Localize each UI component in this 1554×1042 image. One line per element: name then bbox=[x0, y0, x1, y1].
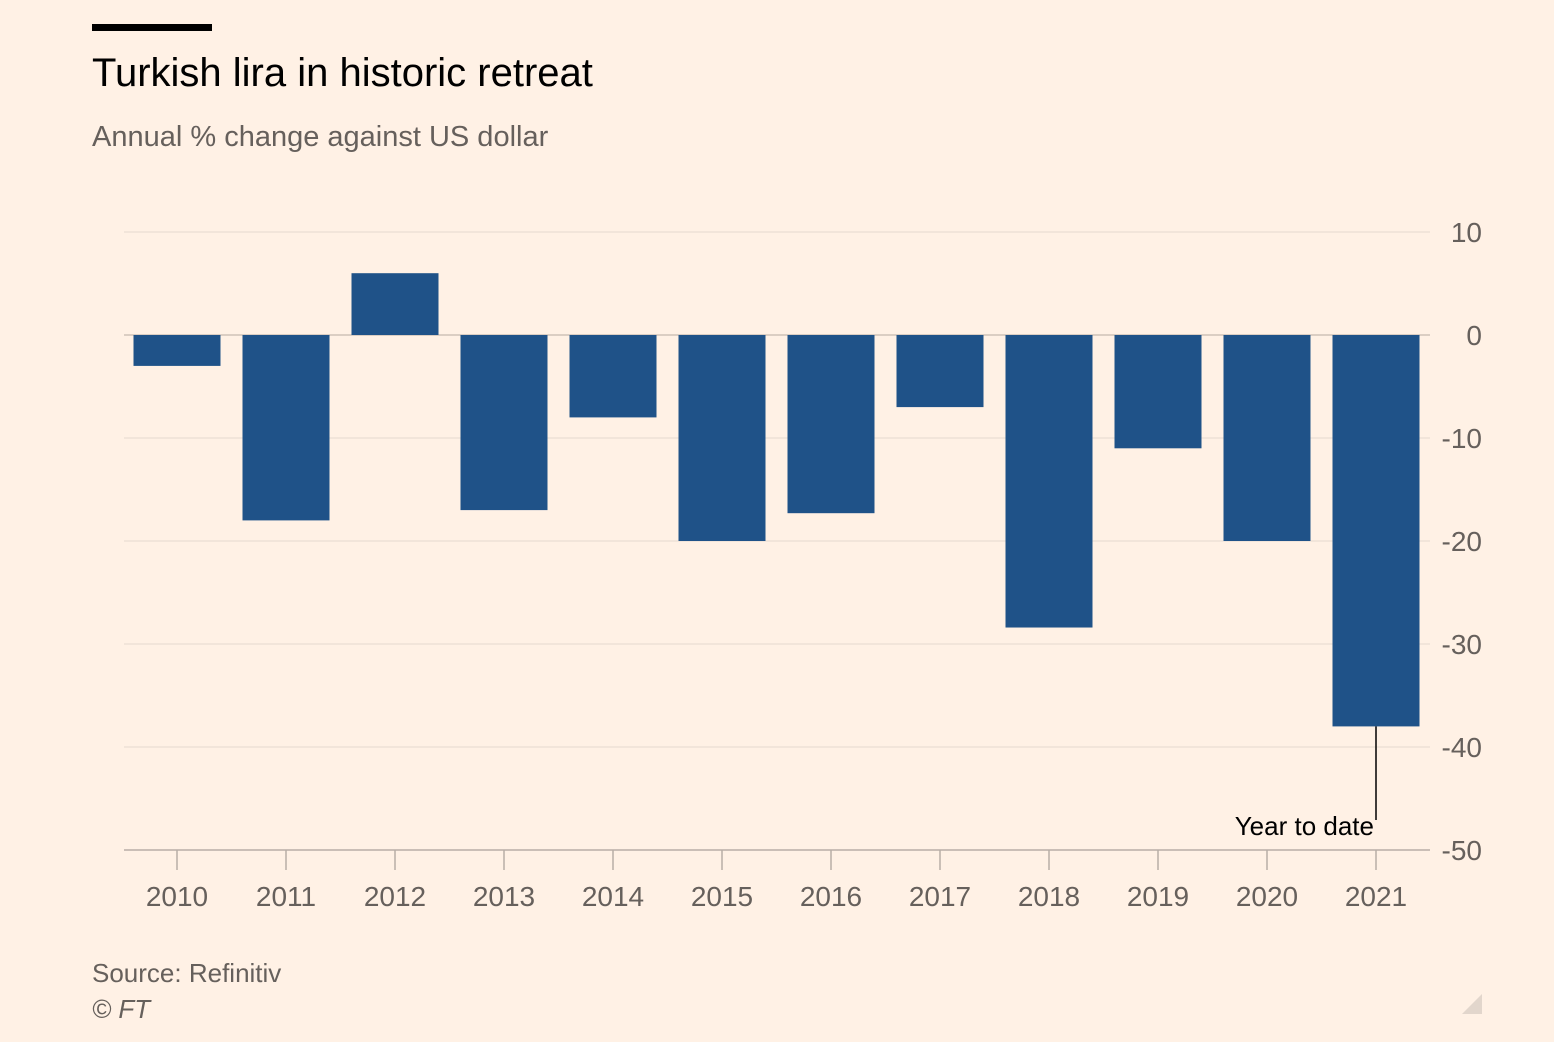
bar-2011 bbox=[242, 335, 330, 521]
bar-2019 bbox=[1114, 335, 1202, 449]
x-tick-label: 2012 bbox=[364, 881, 426, 912]
x-tick-label: 2011 bbox=[256, 881, 316, 912]
x-tick-label: 2018 bbox=[1018, 881, 1080, 912]
x-tick-label: 2020 bbox=[1236, 881, 1298, 912]
bar-2010 bbox=[133, 335, 221, 366]
y-tick-label: 10 bbox=[1451, 217, 1482, 248]
x-tick-label: 2014 bbox=[582, 881, 644, 912]
top-rule bbox=[92, 24, 212, 31]
x-tick-label: 2021 bbox=[1345, 881, 1407, 912]
x-tick-label: 2019 bbox=[1127, 881, 1189, 912]
x-tick-label: 2010 bbox=[146, 881, 208, 912]
bar-2017 bbox=[896, 335, 984, 408]
y-tick-label: -30 bbox=[1442, 629, 1482, 660]
annotation-year-to-date: Year to date bbox=[1235, 811, 1374, 841]
chart-subtitle: Annual % change against US dollar bbox=[92, 121, 549, 153]
bar-2015 bbox=[678, 335, 766, 541]
source-note: Source: Refinitiv bbox=[92, 958, 282, 988]
copyright-credit: © FT bbox=[92, 994, 151, 1024]
bar-2018 bbox=[1005, 335, 1093, 628]
bar-2016 bbox=[787, 335, 875, 514]
x-tick-label: 2016 bbox=[800, 881, 862, 912]
chart-title: Turkish lira in historic retreat bbox=[92, 51, 593, 95]
y-tick-label: 0 bbox=[1466, 320, 1482, 351]
bar-2013 bbox=[460, 335, 548, 511]
x-tick-label: 2015 bbox=[691, 881, 753, 912]
bar-2020 bbox=[1223, 335, 1311, 541]
resize-corner-icon bbox=[1462, 994, 1482, 1014]
x-tick-label: 2017 bbox=[909, 881, 971, 912]
bar-2014 bbox=[569, 335, 657, 418]
bar-2012 bbox=[351, 273, 439, 335]
y-tick-label: -20 bbox=[1442, 526, 1482, 557]
y-tick-label: -40 bbox=[1442, 732, 1482, 763]
y-tick-label: -10 bbox=[1442, 423, 1482, 454]
x-tick-label: 2013 bbox=[473, 881, 535, 912]
y-tick-label: -50 bbox=[1442, 835, 1482, 866]
bar-2021 bbox=[1332, 335, 1420, 727]
